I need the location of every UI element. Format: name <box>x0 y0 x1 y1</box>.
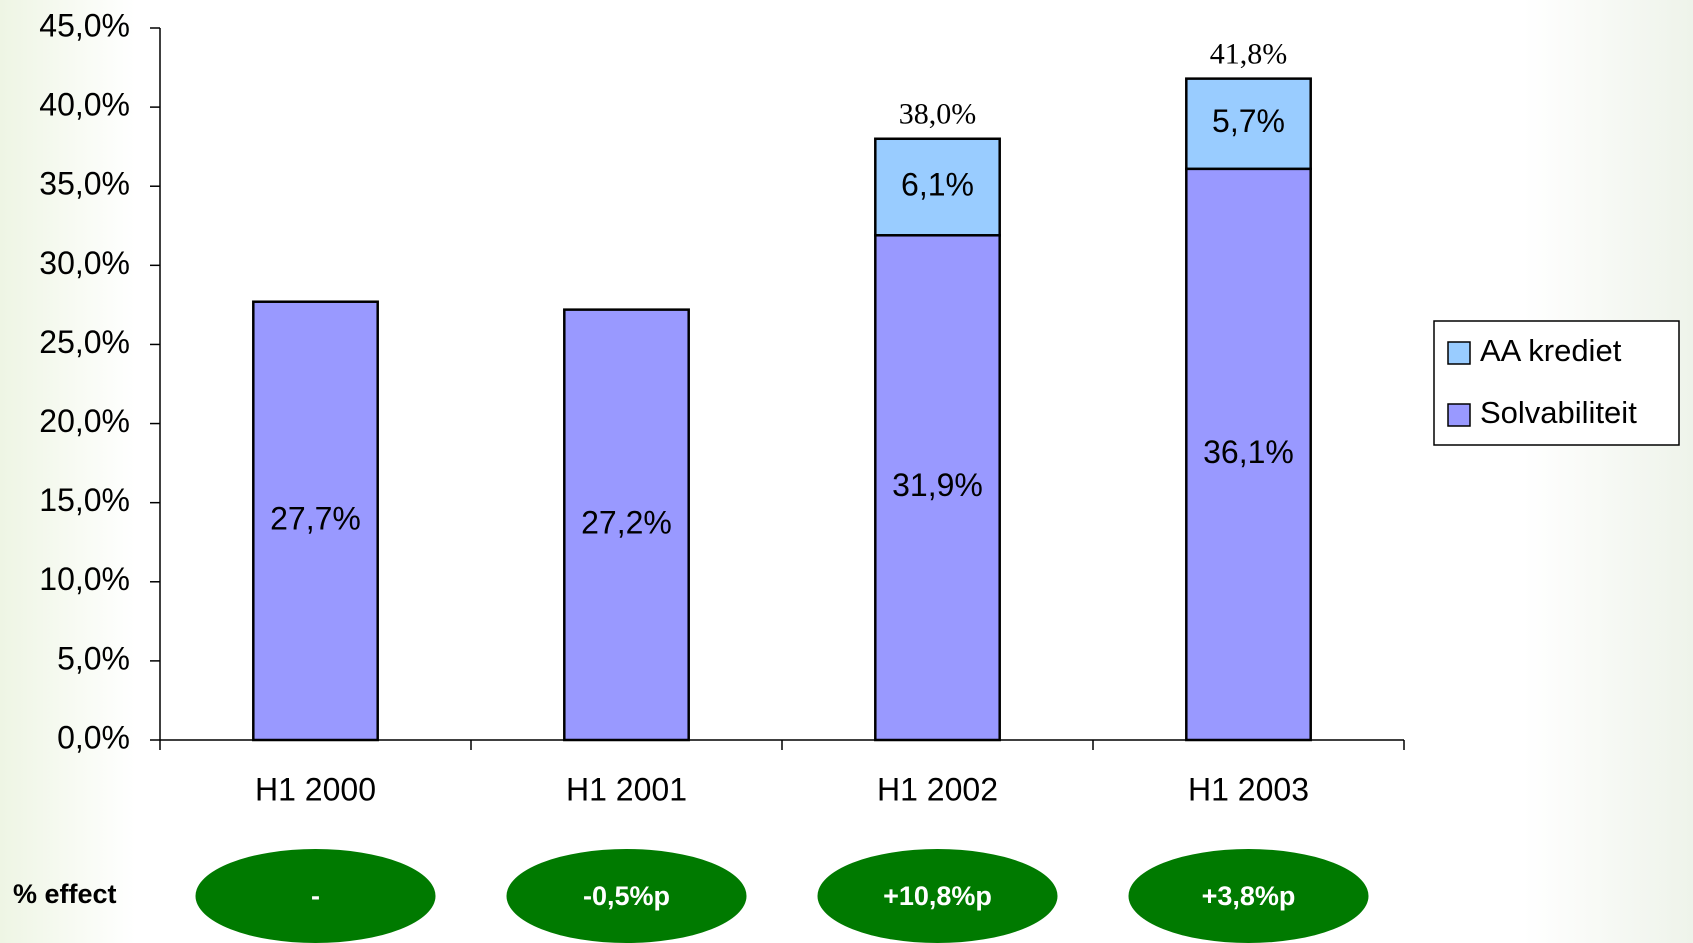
legend-swatch <box>1448 404 1470 426</box>
y-tick-label: 25,0% <box>39 324 130 360</box>
y-tick-label: 10,0% <box>39 561 130 597</box>
legend-label: AA krediet <box>1480 333 1622 368</box>
value-label: 31,9% <box>892 467 983 503</box>
value-label: 27,7% <box>270 500 361 536</box>
y-tick-label: 30,0% <box>39 245 130 281</box>
y-tick-label: 15,0% <box>39 482 130 518</box>
total-label: 38,0% <box>899 98 977 131</box>
y-tick-label: 20,0% <box>39 403 130 439</box>
x-tick-label: H1 2000 <box>255 771 376 807</box>
x-tick-label: H1 2001 <box>566 771 687 807</box>
y-tick-label: 40,0% <box>39 87 130 123</box>
value-label: 6,1% <box>901 166 974 202</box>
y-tick-label: 0,0% <box>57 719 130 755</box>
effect-value: +10,8%p <box>883 881 992 911</box>
y-tick-label: 35,0% <box>39 166 130 202</box>
chart: % effect 0,0% 5,0% 10,0% 15,0% 20,0% 25,0% 30,… <box>0 0 1693 943</box>
effect-value: +3,8%p <box>1202 881 1296 911</box>
y-tick-label: 45,0% <box>39 7 130 43</box>
value-label: 5,7% <box>1212 103 1285 139</box>
legend-label: Solvabiliteit <box>1480 395 1637 430</box>
total-label: 41,8% <box>1210 38 1288 71</box>
x-tick-label: H1 2002 <box>877 771 998 807</box>
value-label: 36,1% <box>1203 434 1294 470</box>
effect-label: % effect <box>13 879 117 909</box>
y-tick-label: 5,0% <box>57 640 130 676</box>
effect-value: -0,5%p <box>583 881 670 911</box>
value-label: 27,2% <box>581 504 672 540</box>
effect-value: - <box>311 881 320 911</box>
x-tick-label: H1 2003 <box>1188 771 1309 807</box>
legend-swatch <box>1448 342 1470 364</box>
